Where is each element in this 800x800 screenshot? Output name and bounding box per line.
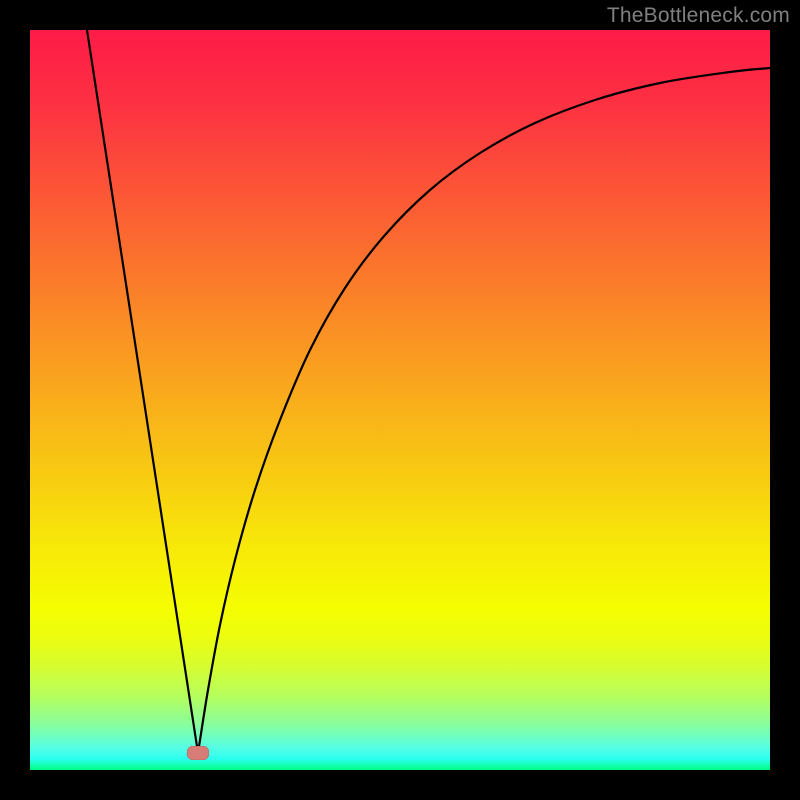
watermark-text: TheBottleneck.com	[607, 4, 790, 28]
bottleneck-curve	[87, 30, 770, 753]
minimum-marker	[187, 746, 209, 760]
curve-layer	[30, 30, 770, 770]
minimum-marker-shape	[187, 746, 209, 760]
plot-area	[30, 30, 770, 770]
chart-container: TheBottleneck.com	[0, 0, 800, 800]
